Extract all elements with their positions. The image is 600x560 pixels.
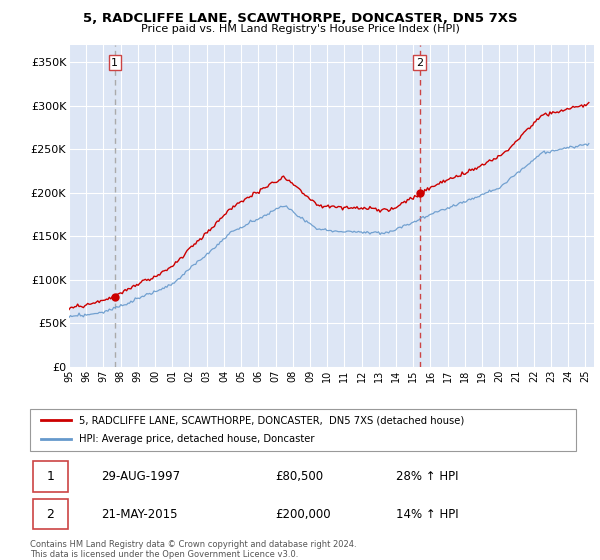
Text: £80,500: £80,500 xyxy=(276,470,324,483)
Text: 29-AUG-1997: 29-AUG-1997 xyxy=(101,470,180,483)
Text: Contains HM Land Registry data © Crown copyright and database right 2024.: Contains HM Land Registry data © Crown c… xyxy=(30,540,356,549)
Text: 1: 1 xyxy=(111,58,118,68)
FancyBboxPatch shape xyxy=(33,499,68,529)
Text: 14% ↑ HPI: 14% ↑ HPI xyxy=(396,507,458,521)
Text: 2: 2 xyxy=(416,58,424,68)
Text: HPI: Average price, detached house, Doncaster: HPI: Average price, detached house, Donc… xyxy=(79,435,314,445)
Text: 21-MAY-2015: 21-MAY-2015 xyxy=(101,507,178,521)
Text: 2: 2 xyxy=(46,507,54,521)
Text: £200,000: £200,000 xyxy=(276,507,331,521)
FancyBboxPatch shape xyxy=(30,409,576,451)
Text: 5, RADCLIFFE LANE, SCAWTHORPE, DONCASTER,  DN5 7XS (detached house): 5, RADCLIFFE LANE, SCAWTHORPE, DONCASTER… xyxy=(79,415,464,425)
Text: 1: 1 xyxy=(46,470,54,483)
Text: This data is licensed under the Open Government Licence v3.0.: This data is licensed under the Open Gov… xyxy=(30,550,298,559)
FancyBboxPatch shape xyxy=(33,461,68,492)
Text: Price paid vs. HM Land Registry's House Price Index (HPI): Price paid vs. HM Land Registry's House … xyxy=(140,24,460,34)
Text: 5, RADCLIFFE LANE, SCAWTHORPE, DONCASTER, DN5 7XS: 5, RADCLIFFE LANE, SCAWTHORPE, DONCASTER… xyxy=(83,12,517,25)
Text: 28% ↑ HPI: 28% ↑ HPI xyxy=(396,470,458,483)
